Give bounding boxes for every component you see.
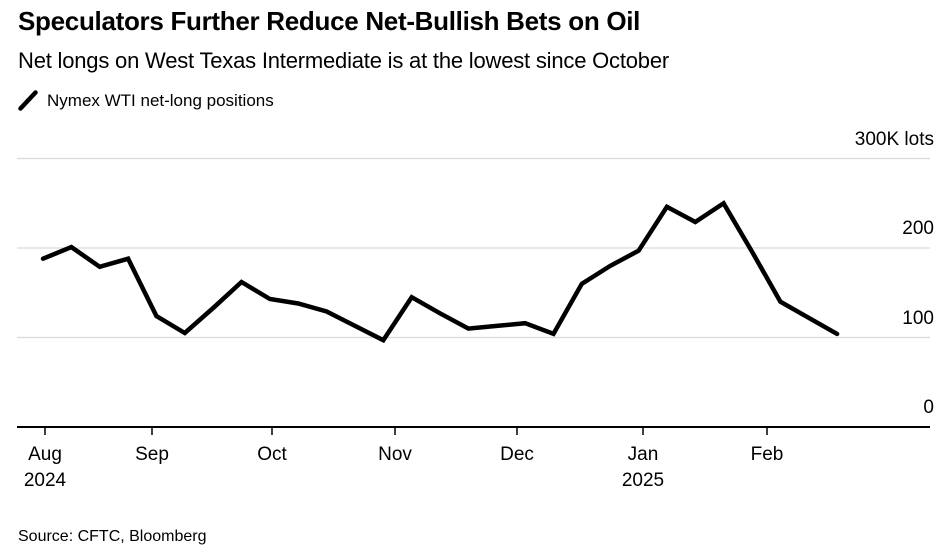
x-axis-label: Aug <box>28 444 62 465</box>
x-axis-label: Dec <box>500 444 534 465</box>
x-axis-label: Nov <box>378 444 412 465</box>
y-axis-label: 200 <box>902 218 934 239</box>
legend: Nymex WTI net-long positions <box>18 90 274 111</box>
x-axis-label: Sep <box>135 444 169 465</box>
x-axis-label: Feb <box>750 444 784 465</box>
x-axis-year-label: 2024 <box>23 470 67 491</box>
legend-label: Nymex WTI net-long positions <box>47 90 274 110</box>
x-axis-year-label: 2025 <box>621 470 665 491</box>
x-axis-label: Oct <box>257 444 287 465</box>
chart-title: Speculators Further Reduce Net-Bullish B… <box>18 6 641 36</box>
chart-subtitle: Net longs on West Texas Intermediate is … <box>18 48 670 73</box>
x-axis-label: Jan <box>627 444 659 465</box>
data-line-nymex-wti <box>40 200 840 344</box>
y-axis-label: 0 <box>923 397 934 418</box>
y-axis-label: 100 <box>902 307 934 329</box>
source-note: Source: CFTC, Bloomberg <box>18 528 207 545</box>
line-swatch-icon <box>18 90 38 111</box>
y-axis-label: 300K lots <box>854 128 934 150</box>
